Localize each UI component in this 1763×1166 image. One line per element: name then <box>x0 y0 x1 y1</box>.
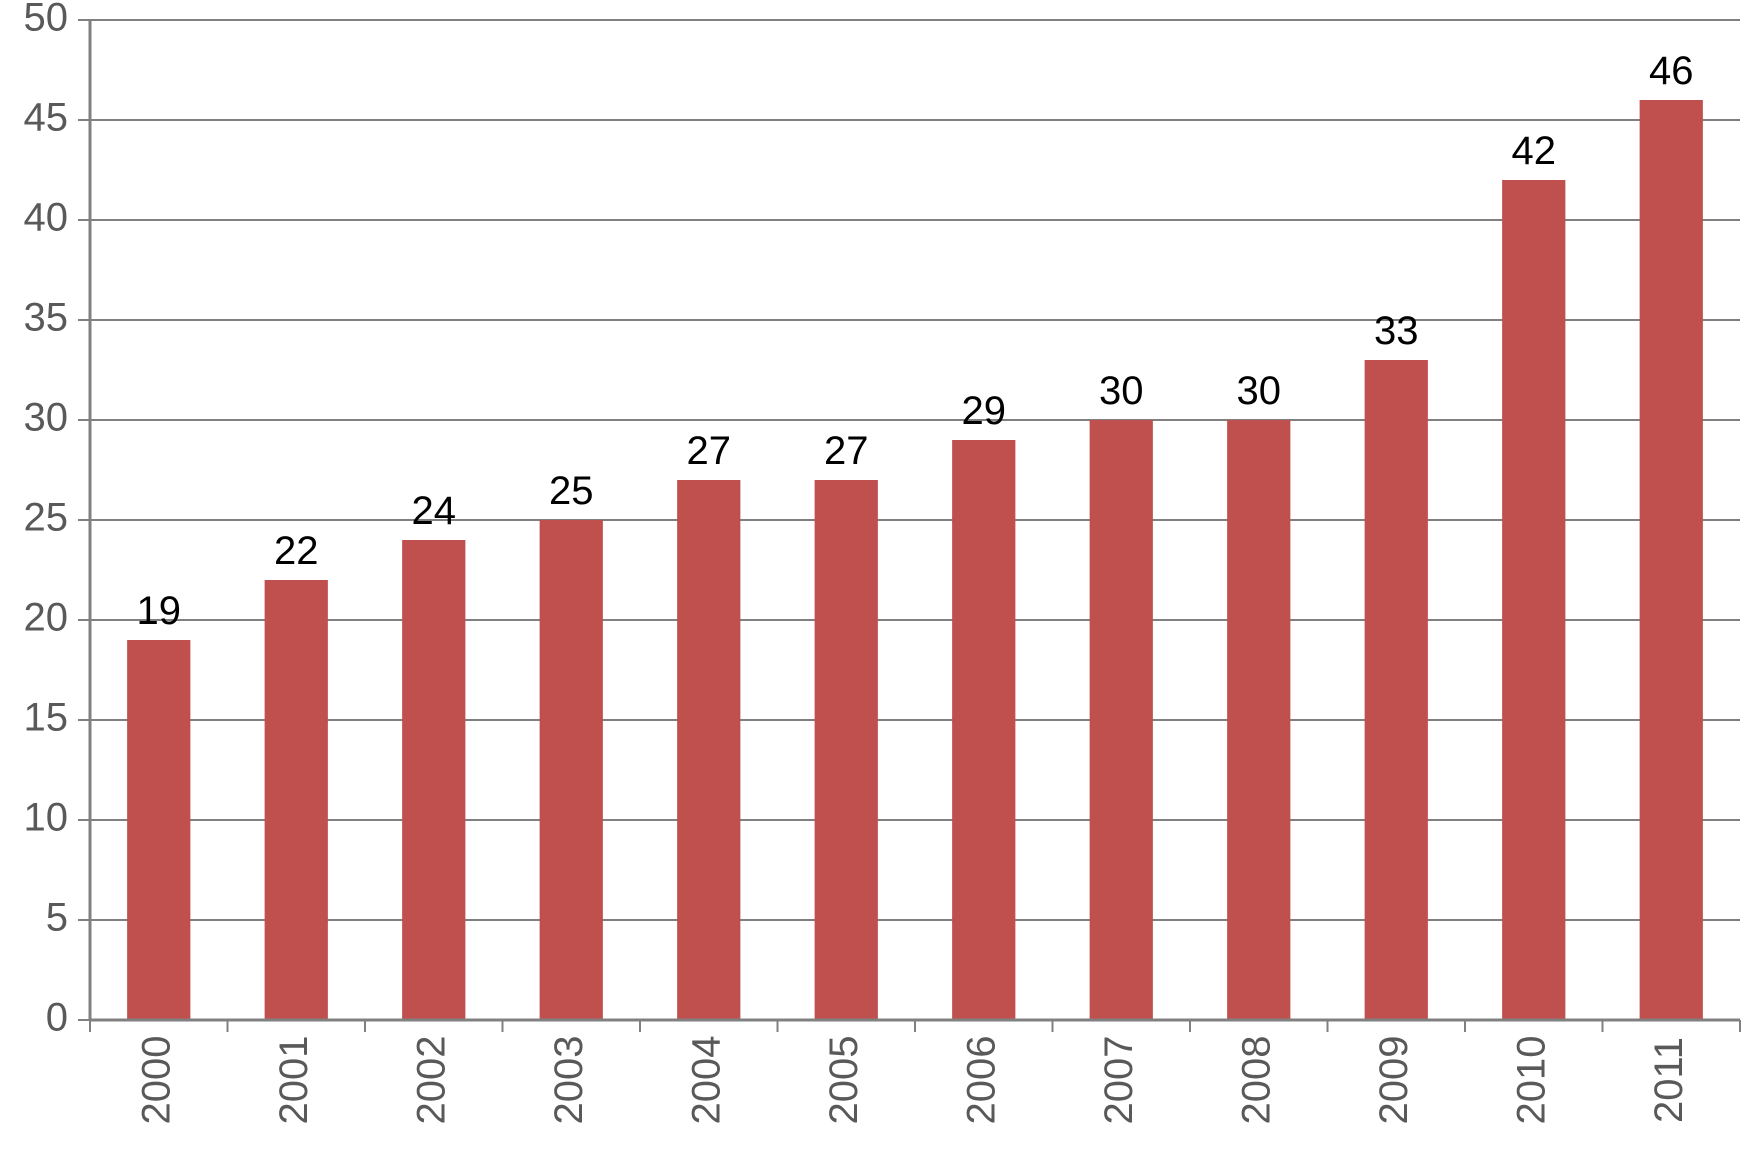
bar-value-label: 19 <box>137 589 182 633</box>
bar <box>1365 360 1428 1020</box>
y-axis-label: 10 <box>24 796 69 840</box>
y-axis-label: 25 <box>24 496 69 540</box>
bar-value-label: 46 <box>1649 49 1694 93</box>
x-axis-label: 2007 <box>1097 1036 1141 1125</box>
bar-value-label: 25 <box>549 469 594 513</box>
y-axis-label: 5 <box>46 896 68 940</box>
bar-value-label: 27 <box>824 429 869 473</box>
bar <box>540 520 603 1020</box>
x-axis-label: 2002 <box>409 1036 453 1125</box>
x-axis-label: 2003 <box>547 1036 591 1125</box>
y-axis-label: 0 <box>46 996 68 1040</box>
bar-value-label: 30 <box>1099 369 1144 413</box>
y-axis-label: 35 <box>24 296 69 340</box>
x-axis-label: 2006 <box>959 1036 1003 1125</box>
bar-value-label: 22 <box>274 529 319 573</box>
bar-value-label: 30 <box>1237 369 1282 413</box>
y-axis-label: 45 <box>24 96 69 140</box>
x-axis-label: 2011 <box>1647 1037 1691 1123</box>
x-axis-label: 2005 <box>822 1036 866 1125</box>
bar <box>1640 100 1703 1020</box>
bar <box>127 640 190 1020</box>
bar-value-label: 24 <box>412 489 457 533</box>
bar-value-label: 29 <box>962 389 1007 433</box>
y-axis-label: 50 <box>24 0 69 40</box>
bar <box>1227 420 1290 1020</box>
y-axis-label: 20 <box>24 596 69 640</box>
bar-value-label: 42 <box>1512 129 1557 173</box>
bar <box>1502 180 1565 1020</box>
bar-value-label: 27 <box>687 429 732 473</box>
y-axis-label: 40 <box>24 196 69 240</box>
bar <box>265 580 328 1020</box>
y-axis-label: 15 <box>24 696 69 740</box>
bar-chart: 0 5 10 15 20 25 30 35 40 45 50 19 2000 22 2001 24 2002 25… <box>0 0 1763 1166</box>
bar-value-label: 33 <box>1374 309 1419 353</box>
x-axis-label: 2000 <box>134 1036 178 1125</box>
bar <box>1090 420 1153 1020</box>
x-axis-label: 2001 <box>272 1036 316 1125</box>
y-axis-label: 30 <box>24 396 69 440</box>
x-axis-label: 2008 <box>1234 1036 1278 1125</box>
x-axis-label: 2010 <box>1509 1036 1553 1125</box>
x-axis-label: 2004 <box>684 1036 728 1125</box>
bar <box>402 540 465 1020</box>
x-axis-label: 2009 <box>1372 1036 1416 1125</box>
chart-svg: 0 5 10 15 20 25 30 35 40 45 50 19 2000 22 2001 24 2002 25… <box>0 0 1763 1166</box>
bar <box>952 440 1015 1020</box>
bar <box>815 480 878 1020</box>
bar <box>677 480 740 1020</box>
